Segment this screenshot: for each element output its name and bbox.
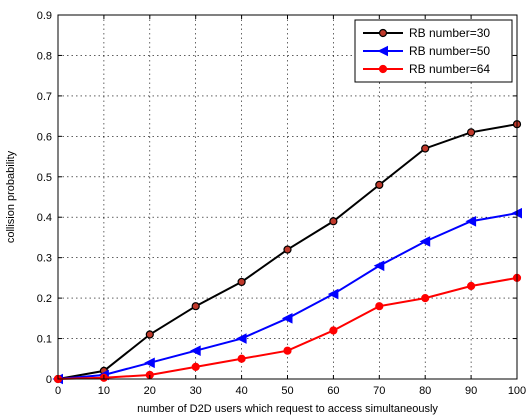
x-tick-label: 10 (98, 385, 110, 397)
x-tick-label: 20 (144, 385, 156, 397)
legend: RB number=30 RB number=50 RB number=64 (355, 20, 512, 82)
data-point-marker (146, 331, 153, 338)
legend-label: RB number=30 (409, 26, 490, 40)
data-point-marker (468, 282, 475, 289)
data-point-marker (468, 129, 475, 136)
data-point-marker (284, 347, 291, 354)
y-axis-label: collision probability (5, 150, 17, 243)
data-point-marker (192, 303, 199, 310)
data-point-marker (380, 66, 387, 73)
data-point-marker (284, 246, 291, 253)
y-tick-label: 0.5 (37, 172, 52, 184)
y-tick-label: 0.3 (37, 253, 52, 265)
data-point-marker (330, 327, 337, 334)
x-tick-label: 30 (190, 385, 202, 397)
data-point-marker (376, 303, 383, 310)
data-point-marker (380, 30, 387, 37)
x-tick-label: 40 (235, 385, 247, 397)
data-point-marker (376, 181, 383, 188)
data-point-marker (422, 295, 429, 302)
y-tick-label: 0.1 (37, 334, 52, 346)
x-tick-label: 100 (508, 385, 526, 397)
y-tick-label: 0.7 (37, 91, 52, 103)
legend-label: RB number=50 (409, 44, 490, 58)
y-tick-label: 0.6 (37, 131, 52, 143)
x-axis-label: number of D2D users which request to acc… (137, 403, 438, 415)
legend-label: RB number=64 (409, 62, 490, 76)
y-tick-label: 0.9 (37, 10, 52, 22)
y-tick-label: 0.2 (37, 293, 52, 305)
data-point-marker (238, 355, 245, 362)
y-tick-label: 0 (46, 374, 52, 386)
x-tick-label: 0 (55, 385, 61, 397)
y-tick-label: 0.8 (37, 50, 52, 62)
x-tick-label: 60 (327, 385, 339, 397)
x-tick-label: 90 (465, 385, 477, 397)
data-point-marker (238, 278, 245, 285)
y-tick-label: 0.4 (37, 212, 52, 224)
x-tick-label: 70 (373, 385, 385, 397)
data-point-marker (330, 218, 337, 225)
data-point-marker (192, 363, 199, 370)
x-tick-label: 50 (281, 385, 293, 397)
data-point-marker (422, 145, 429, 152)
x-tick-label: 80 (419, 385, 431, 397)
